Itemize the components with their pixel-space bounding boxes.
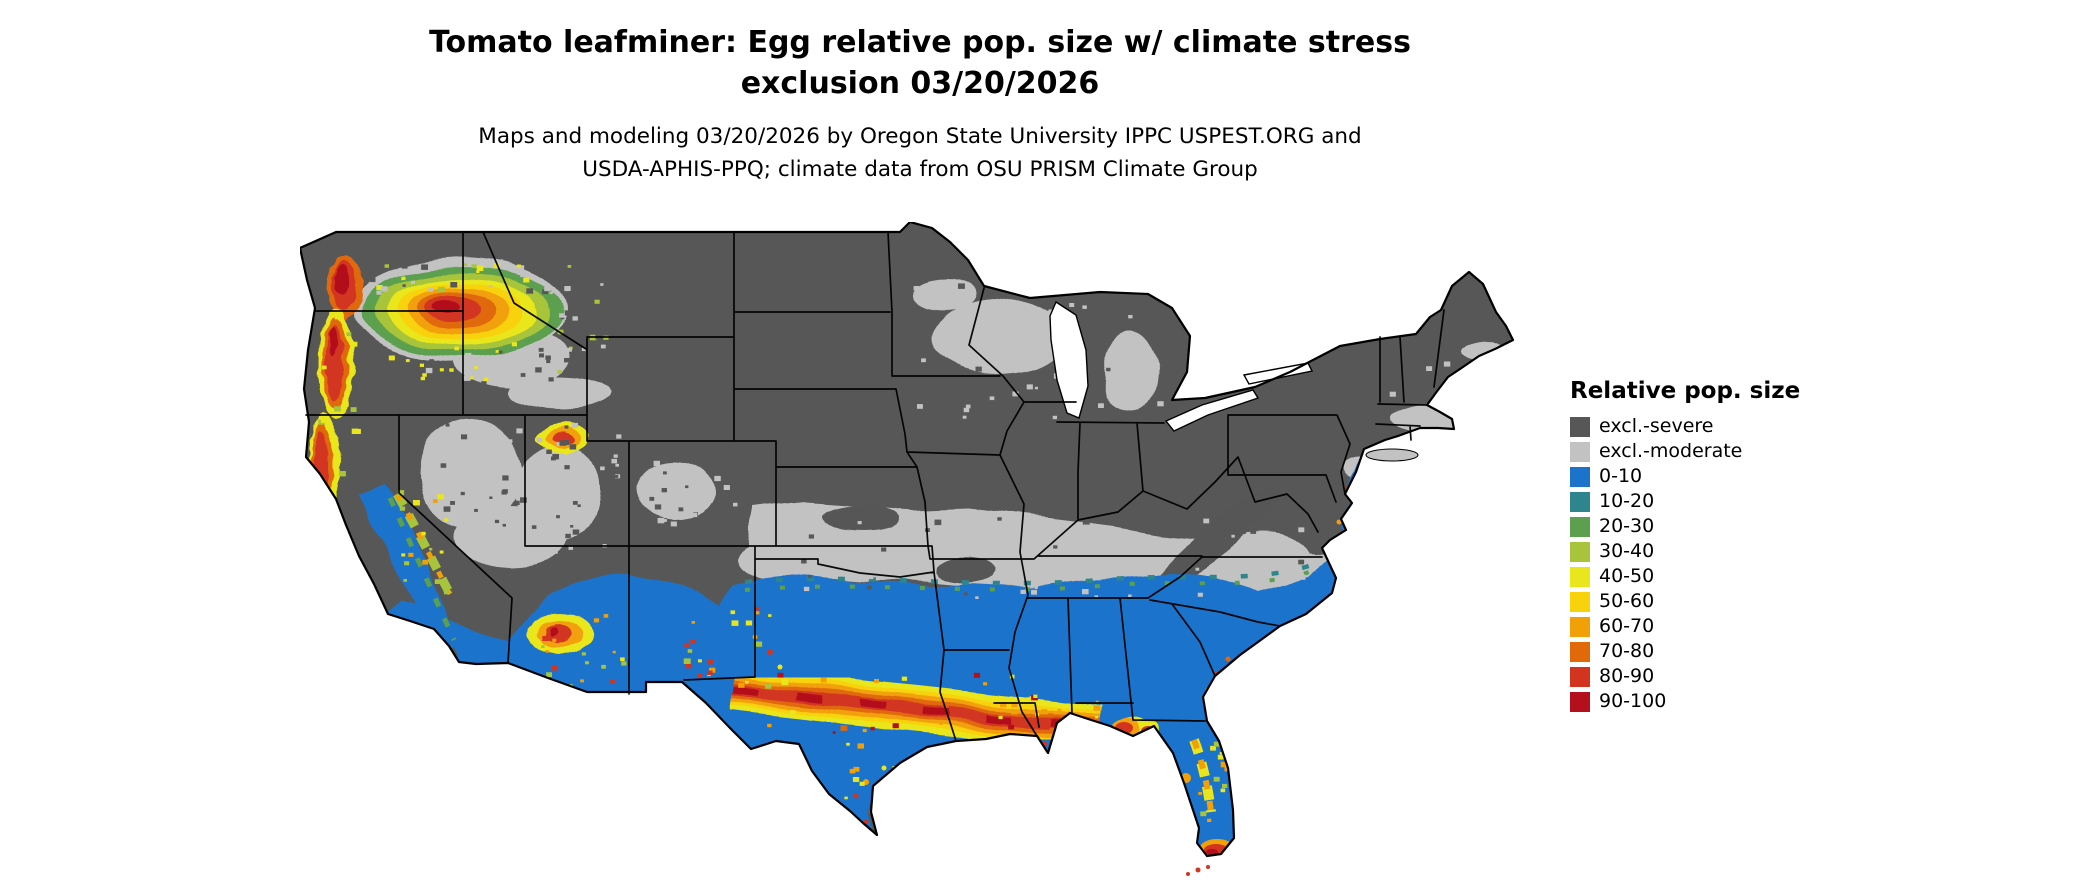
legend-label: 80-90: [1599, 665, 1655, 687]
legend-row: 60-70: [1570, 614, 1850, 639]
hotspot-puget-sound: [327, 256, 363, 320]
figure-title-line1: Tomato leafminer: Egg relative pop. size…: [429, 25, 1411, 60]
legend: Relative pop. size excl.-severe excl.-mod…: [1570, 378, 1850, 714]
long-island: [1365, 448, 1419, 462]
map-dark-patches: [820, 488, 1279, 592]
legend-label: excl.-moderate: [1599, 440, 1743, 462]
legend-swatch: [1570, 491, 1590, 512]
legend-swatch: [1570, 541, 1590, 562]
lake-michigan: [1049, 300, 1089, 419]
hotspot-willamette-valley: [318, 310, 354, 418]
legend-label: 10-20: [1599, 490, 1655, 512]
legend-label: 20-30: [1599, 515, 1655, 537]
figure-header: Tomato leafminer: Egg relative pop. size…: [0, 22, 1840, 186]
legend-title: Relative pop. size: [1570, 378, 1801, 404]
legend-swatch: [1570, 641, 1590, 662]
us-outline: [300, 222, 1515, 858]
figure-subtitle: Maps and modeling 03/20/2026 by Oregon S…: [0, 120, 1840, 186]
legend-swatch: [1570, 616, 1590, 637]
legend-row: 70-80: [1570, 639, 1850, 664]
us-map-svg: [300, 222, 1515, 876]
figure-title-line2: exclusion 03/20/2026: [740, 66, 1100, 101]
legend-swatch: [1570, 441, 1590, 462]
legend-label: 40-50: [1599, 565, 1655, 587]
figure-subtitle-line2: USDA-APHIS-PPQ; climate data from OSU PR…: [582, 157, 1258, 182]
legend-row: 40-50: [1570, 564, 1850, 589]
legend-swatch: [1570, 666, 1590, 687]
legend-swatch: [1570, 516, 1590, 537]
state-borders: [305, 231, 1445, 742]
florida-keys-dots: [1186, 865, 1210, 876]
figure-subtitle-line1: Maps and modeling 03/20/2026 by Oregon S…: [478, 124, 1362, 149]
legend-row: 0-10: [1570, 464, 1850, 489]
lake-erie: [1164, 389, 1260, 432]
hotspot-columbia-basin: [362, 267, 562, 357]
legend-swatch: [1570, 691, 1590, 712]
legend-row: 20-30: [1570, 514, 1850, 539]
legend-row: 50-60: [1570, 589, 1850, 614]
map-transition-accents: [387, 496, 1321, 642]
legend-swatch: [1570, 591, 1590, 612]
legend-label: excl.-severe: [1599, 415, 1714, 437]
legend-label: 0-10: [1599, 465, 1643, 487]
hotspot-sierra-foothills: [393, 491, 454, 597]
legend-swatch: [1570, 566, 1590, 587]
legend-label: 70-80: [1599, 640, 1655, 662]
legend-swatch: [1570, 416, 1590, 437]
legend-row: 90-100: [1570, 689, 1850, 714]
legend-rows: excl.-severe excl.-moderate 0-10 10-20 20-30…: [1570, 414, 1850, 714]
legend-label: 30-40: [1599, 540, 1655, 562]
hotspot-great-basin-spot: [537, 423, 589, 453]
legend-row: 80-90: [1570, 664, 1850, 689]
us-map: [300, 222, 1530, 882]
legend-row: excl.-severe: [1570, 414, 1850, 439]
hotspot-texas-gulf-band: [730, 665, 1104, 752]
legend-label: 50-60: [1599, 590, 1655, 612]
legend-swatch: [1570, 466, 1590, 487]
legend-row: 10-20: [1570, 489, 1850, 514]
legend-row: 30-40: [1570, 539, 1850, 564]
legend-label: 90-100: [1599, 690, 1667, 712]
legend-row: excl.-moderate: [1570, 439, 1850, 464]
hotspot-arizona: [526, 614, 594, 654]
legend-label: 60-70: [1599, 615, 1655, 637]
